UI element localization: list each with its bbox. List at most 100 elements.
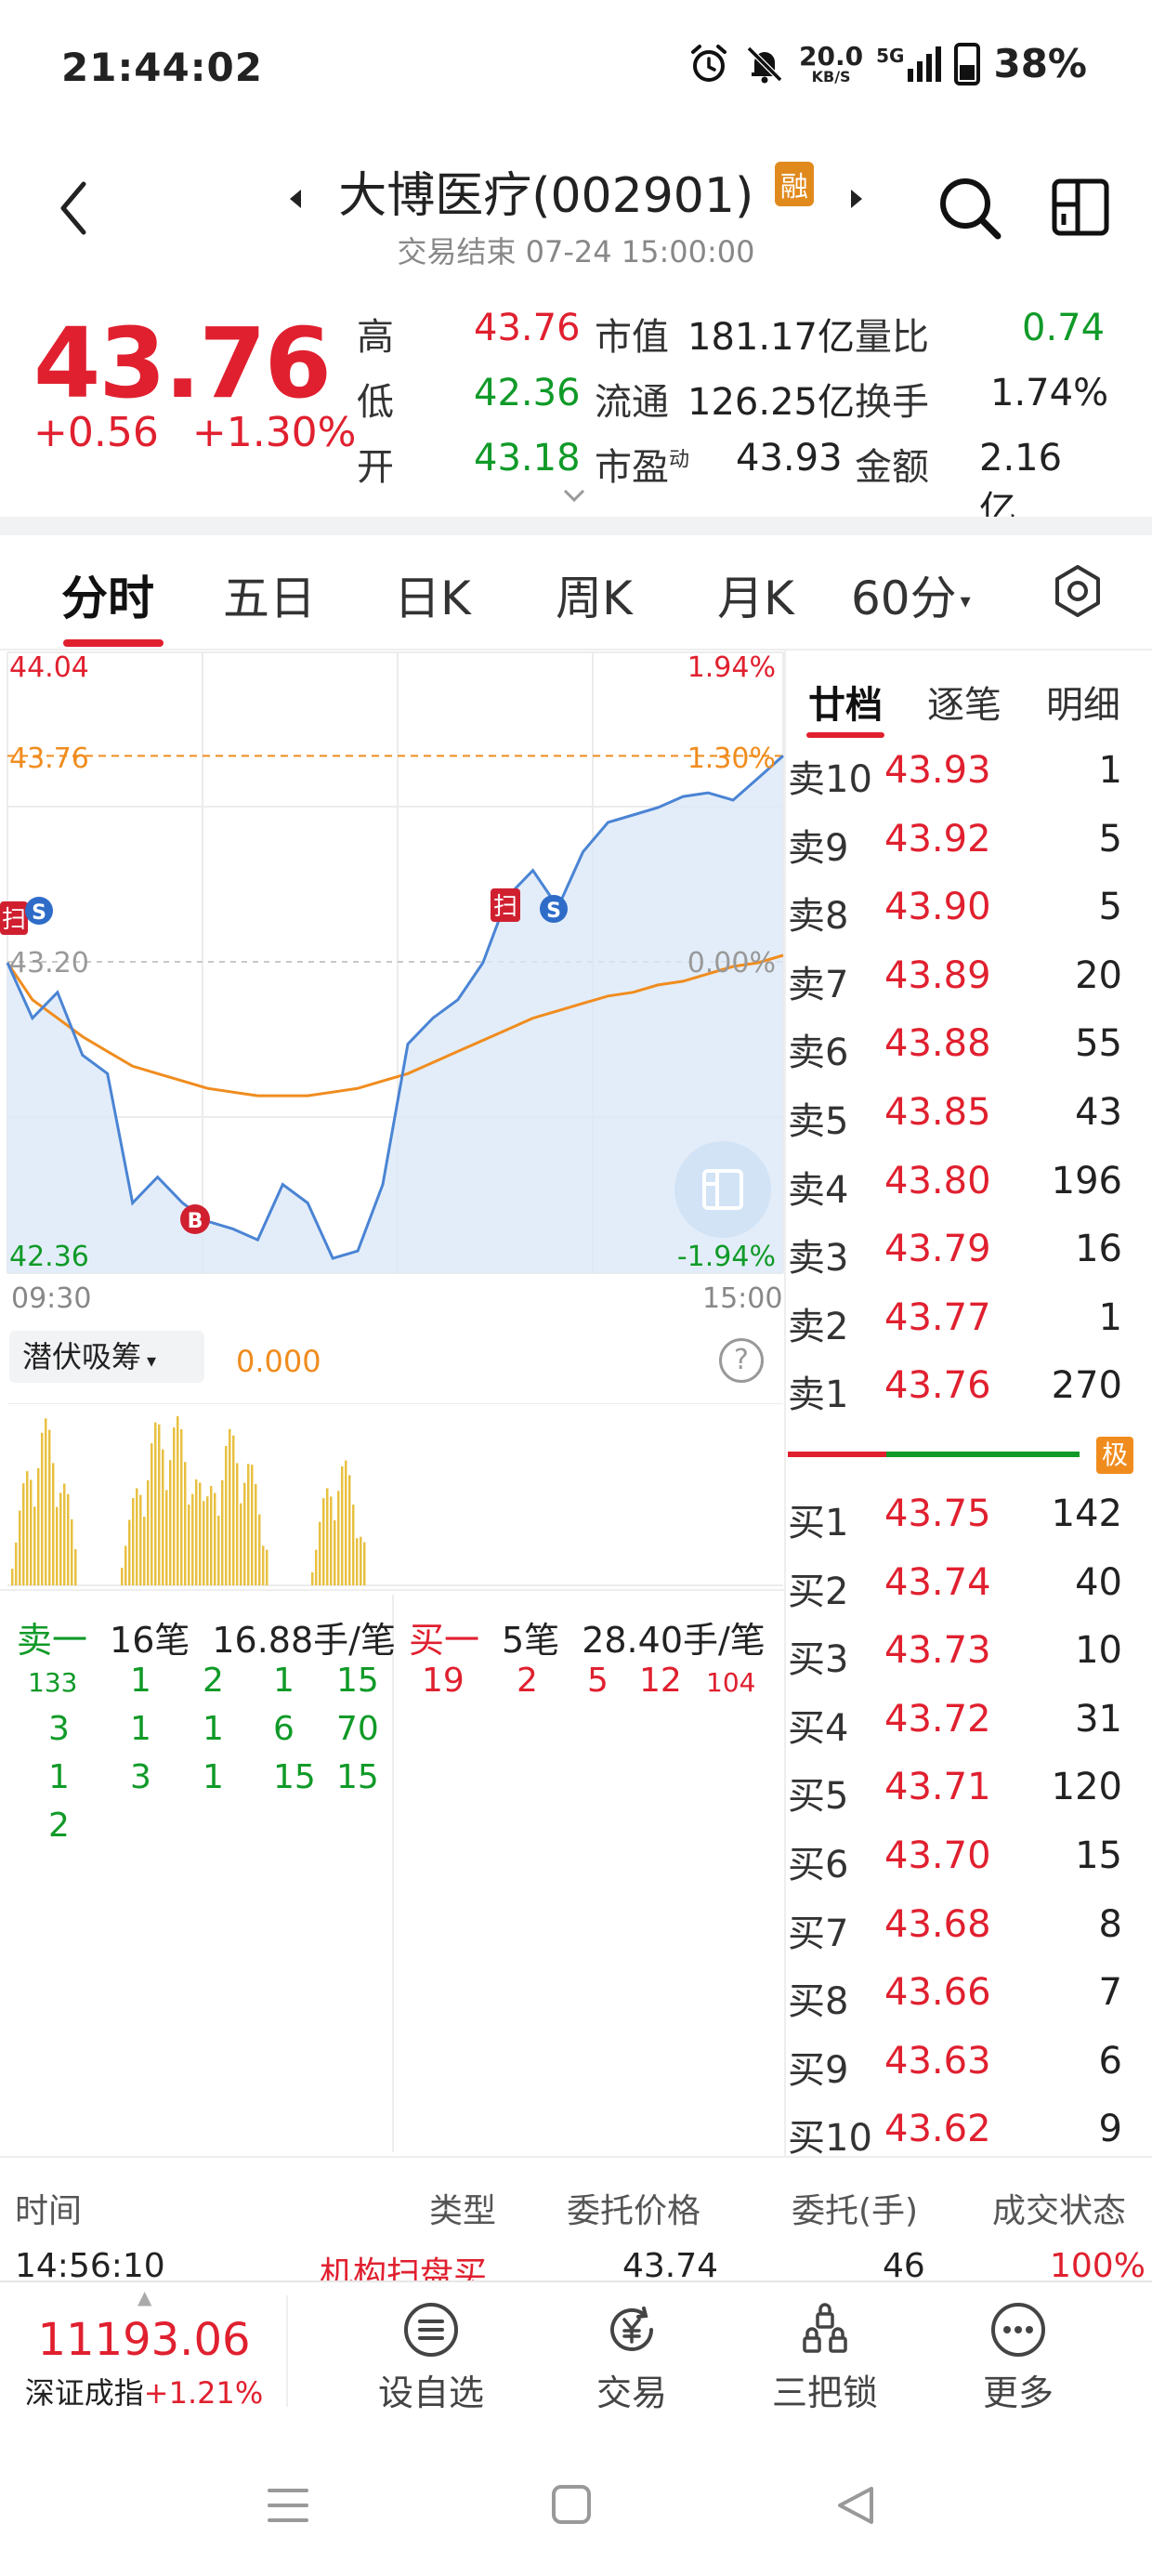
indicator-bar — [360, 1536, 362, 1585]
bid-level: 买6 — [788, 1844, 849, 1886]
sweep-buy-marker[interactable]: 扫 — [491, 888, 520, 922]
quote-label: 量比 — [855, 316, 929, 359]
indicator-bar — [315, 1549, 318, 1585]
tab-daily-k[interactable]: 日K — [394, 572, 471, 625]
table-row[interactable]: 14:56:10 机构扫盘买 43.74 46 100% — [0, 2247, 1152, 2280]
ask-level: 卖1 — [788, 1373, 849, 1417]
ask-level: 卖2 — [788, 1305, 849, 1348]
indicator-bar — [165, 1490, 168, 1585]
queue-divider — [392, 1595, 394, 2152]
nav-home-icon[interactable] — [552, 2485, 591, 2524]
bid-row[interactable]: 买8 43.66 7 — [788, 1971, 1150, 2040]
ask-row[interactable]: 卖10 43.93 1 — [788, 749, 1150, 818]
active-tab-underline — [63, 639, 164, 647]
buy-marker[interactable]: B — [180, 1204, 210, 1234]
ask-price: 43.79 — [884, 1228, 991, 1271]
bid-row[interactable]: 买6 43.70 15 — [788, 1834, 1150, 1903]
ask-row[interactable]: 卖8 43.90 5 — [788, 886, 1150, 954]
quote-value-pe: 43.93 — [736, 437, 843, 480]
indicator-bar — [52, 1463, 55, 1585]
quote-value-high: 43.76 — [474, 307, 581, 349]
tab-five-day[interactable]: 五日 — [223, 572, 316, 625]
indicator-bar — [124, 1545, 127, 1585]
net-speed: 20.0 KB/S — [799, 43, 863, 85]
more-button[interactable]: 更多 — [944, 2301, 1093, 2415]
index-name: 深证成指 — [24, 2375, 144, 2411]
help-icon[interactable]: ? — [719, 1338, 764, 1383]
tab-60min[interactable]: 60分 ▾ — [851, 561, 971, 628]
signal-icon: 5G — [876, 46, 942, 82]
nav-menu-icon[interactable] — [268, 2489, 308, 2522]
indicator-bar — [22, 1483, 25, 1585]
intraday-chart[interactable]: 44.04 1.94% 43.76 1.30% 43.20 0.00% 42.3… — [0, 651, 785, 1301]
indicator-bar — [48, 1429, 51, 1585]
settings-gear-icon[interactable] — [1050, 563, 1106, 619]
bid-row[interactable]: 买10 43.62 9 — [788, 2108, 1150, 2176]
tab-details[interactable]: 明细 — [1046, 684, 1120, 727]
bid-row[interactable]: 买5 43.71 120 — [788, 1766, 1150, 1834]
indicator-bar — [180, 1428, 183, 1585]
ask-row[interactable]: 卖5 43.85 43 — [788, 1091, 1150, 1160]
search-icon[interactable] — [935, 173, 1005, 243]
expand-chevron-icon[interactable] — [563, 489, 585, 502]
ask-row[interactable]: 卖6 43.88 55 — [788, 1022, 1150, 1091]
ask-strength-bar — [788, 1452, 886, 1457]
quote-value-open: 43.18 — [474, 437, 581, 480]
tab-monthly-k[interactable]: 月K — [717, 572, 794, 625]
trading-status: 交易结束 07-24 15:00:00 — [397, 234, 755, 269]
back-button[interactable] — [52, 177, 97, 240]
indicator-bar — [229, 1428, 231, 1585]
trade-button[interactable]: 交易 — [557, 2301, 706, 2415]
axis-pct-high: 1.94% — [687, 651, 776, 684]
tab-tick-by-tick[interactable]: 逐笔 — [927, 684, 1001, 727]
indicator-bar — [243, 1482, 246, 1585]
list-icon — [404, 2303, 458, 2357]
bid-row[interactable]: 买3 43.73 10 — [788, 1629, 1150, 1698]
indicator-bar — [240, 1503, 242, 1585]
ask-level: 卖8 — [788, 895, 849, 939]
index-widget[interactable]: 11193.06 深证成指+1.21% — [0, 2314, 288, 2412]
tab-orderbook-20[interactable]: 廿档 — [808, 684, 883, 727]
ask-row[interactable]: 卖9 43.92 5 — [788, 818, 1150, 887]
prev-stock-arrow[interactable] — [289, 190, 301, 208]
ask-row[interactable]: 卖1 43.76 270 — [788, 1364, 1150, 1433]
quote-value-mktcap: 181.17亿 — [687, 316, 855, 359]
price-line — [6, 755, 784, 1260]
floating-split-button[interactable] — [674, 1141, 771, 1238]
price-change: +0.56 — [33, 409, 159, 456]
sell-marker[interactable]: S — [25, 897, 53, 925]
bid-row[interactable]: 买1 43.75 142 — [788, 1492, 1150, 1561]
ask-level: 卖3 — [788, 1237, 849, 1281]
ask-row[interactable]: 卖2 43.77 1 — [788, 1296, 1150, 1365]
buy-queue-label: 买一 — [409, 1620, 480, 1661]
indicator-label: 潜伏吸筹 — [22, 1339, 142, 1374]
sell-marker-label: S — [32, 901, 46, 925]
nav-back-icon[interactable] — [838, 2487, 873, 2524]
ask-row[interactable]: 卖4 43.80 196 — [788, 1160, 1150, 1229]
stock-title: 大博医疗(002901) — [338, 168, 754, 224]
next-stock-arrow[interactable] — [851, 190, 863, 208]
ask-row[interactable]: 卖3 43.79 16 — [788, 1228, 1150, 1296]
sell-queue-header: 卖一 16笔 16.88手/笔 — [17, 1611, 396, 1663]
bid-level: 买7 — [788, 1912, 849, 1955]
ask-row[interactable]: 卖7 43.89 20 — [788, 954, 1150, 1023]
bid-row[interactable]: 买7 43.68 8 — [788, 1903, 1150, 1972]
bid-row[interactable]: 买4 43.72 31 — [788, 1698, 1150, 1767]
bottom-bar-label: 交易 — [596, 2372, 667, 2413]
indicator-bar — [203, 1519, 205, 1585]
split-screen-icon[interactable] — [1050, 177, 1111, 238]
more-icon — [991, 2303, 1045, 2357]
three-locks-button[interactable]: 三把锁 — [751, 2301, 899, 2415]
tab-weekly-k[interactable]: 周K — [556, 572, 633, 625]
ask-volume: 16 — [1075, 1228, 1122, 1271]
sell-marker[interactable]: S — [540, 895, 568, 923]
indicator-selector[interactable]: 潜伏吸筹 ▾ — [9, 1331, 204, 1383]
bid-row[interactable]: 买9 43.63 6 — [788, 2040, 1150, 2109]
bid-volume: 31 — [1075, 1697, 1122, 1741]
add-watchlist-button[interactable]: 设自选 — [357, 2301, 505, 2415]
sweep-buy-marker[interactable]: 扫 — [0, 901, 28, 935]
indicator-bar — [214, 1492, 216, 1585]
tab-intraday[interactable]: 分时 — [61, 572, 154, 625]
bid-row[interactable]: 买2 43.74 40 — [788, 1561, 1150, 1630]
indicator-bar — [19, 1510, 21, 1585]
